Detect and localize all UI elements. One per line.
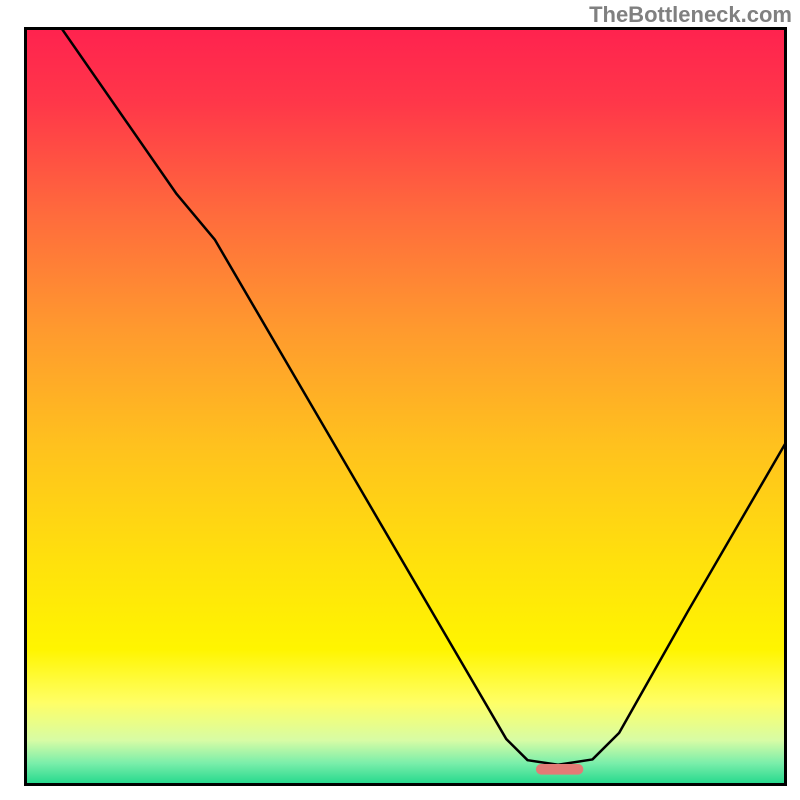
watermark-text: TheBottleneck.com [589,2,792,28]
sweet-spot-marker [536,764,583,775]
plot-svg [24,27,787,786]
chart-container: TheBottleneck.com [0,0,800,800]
